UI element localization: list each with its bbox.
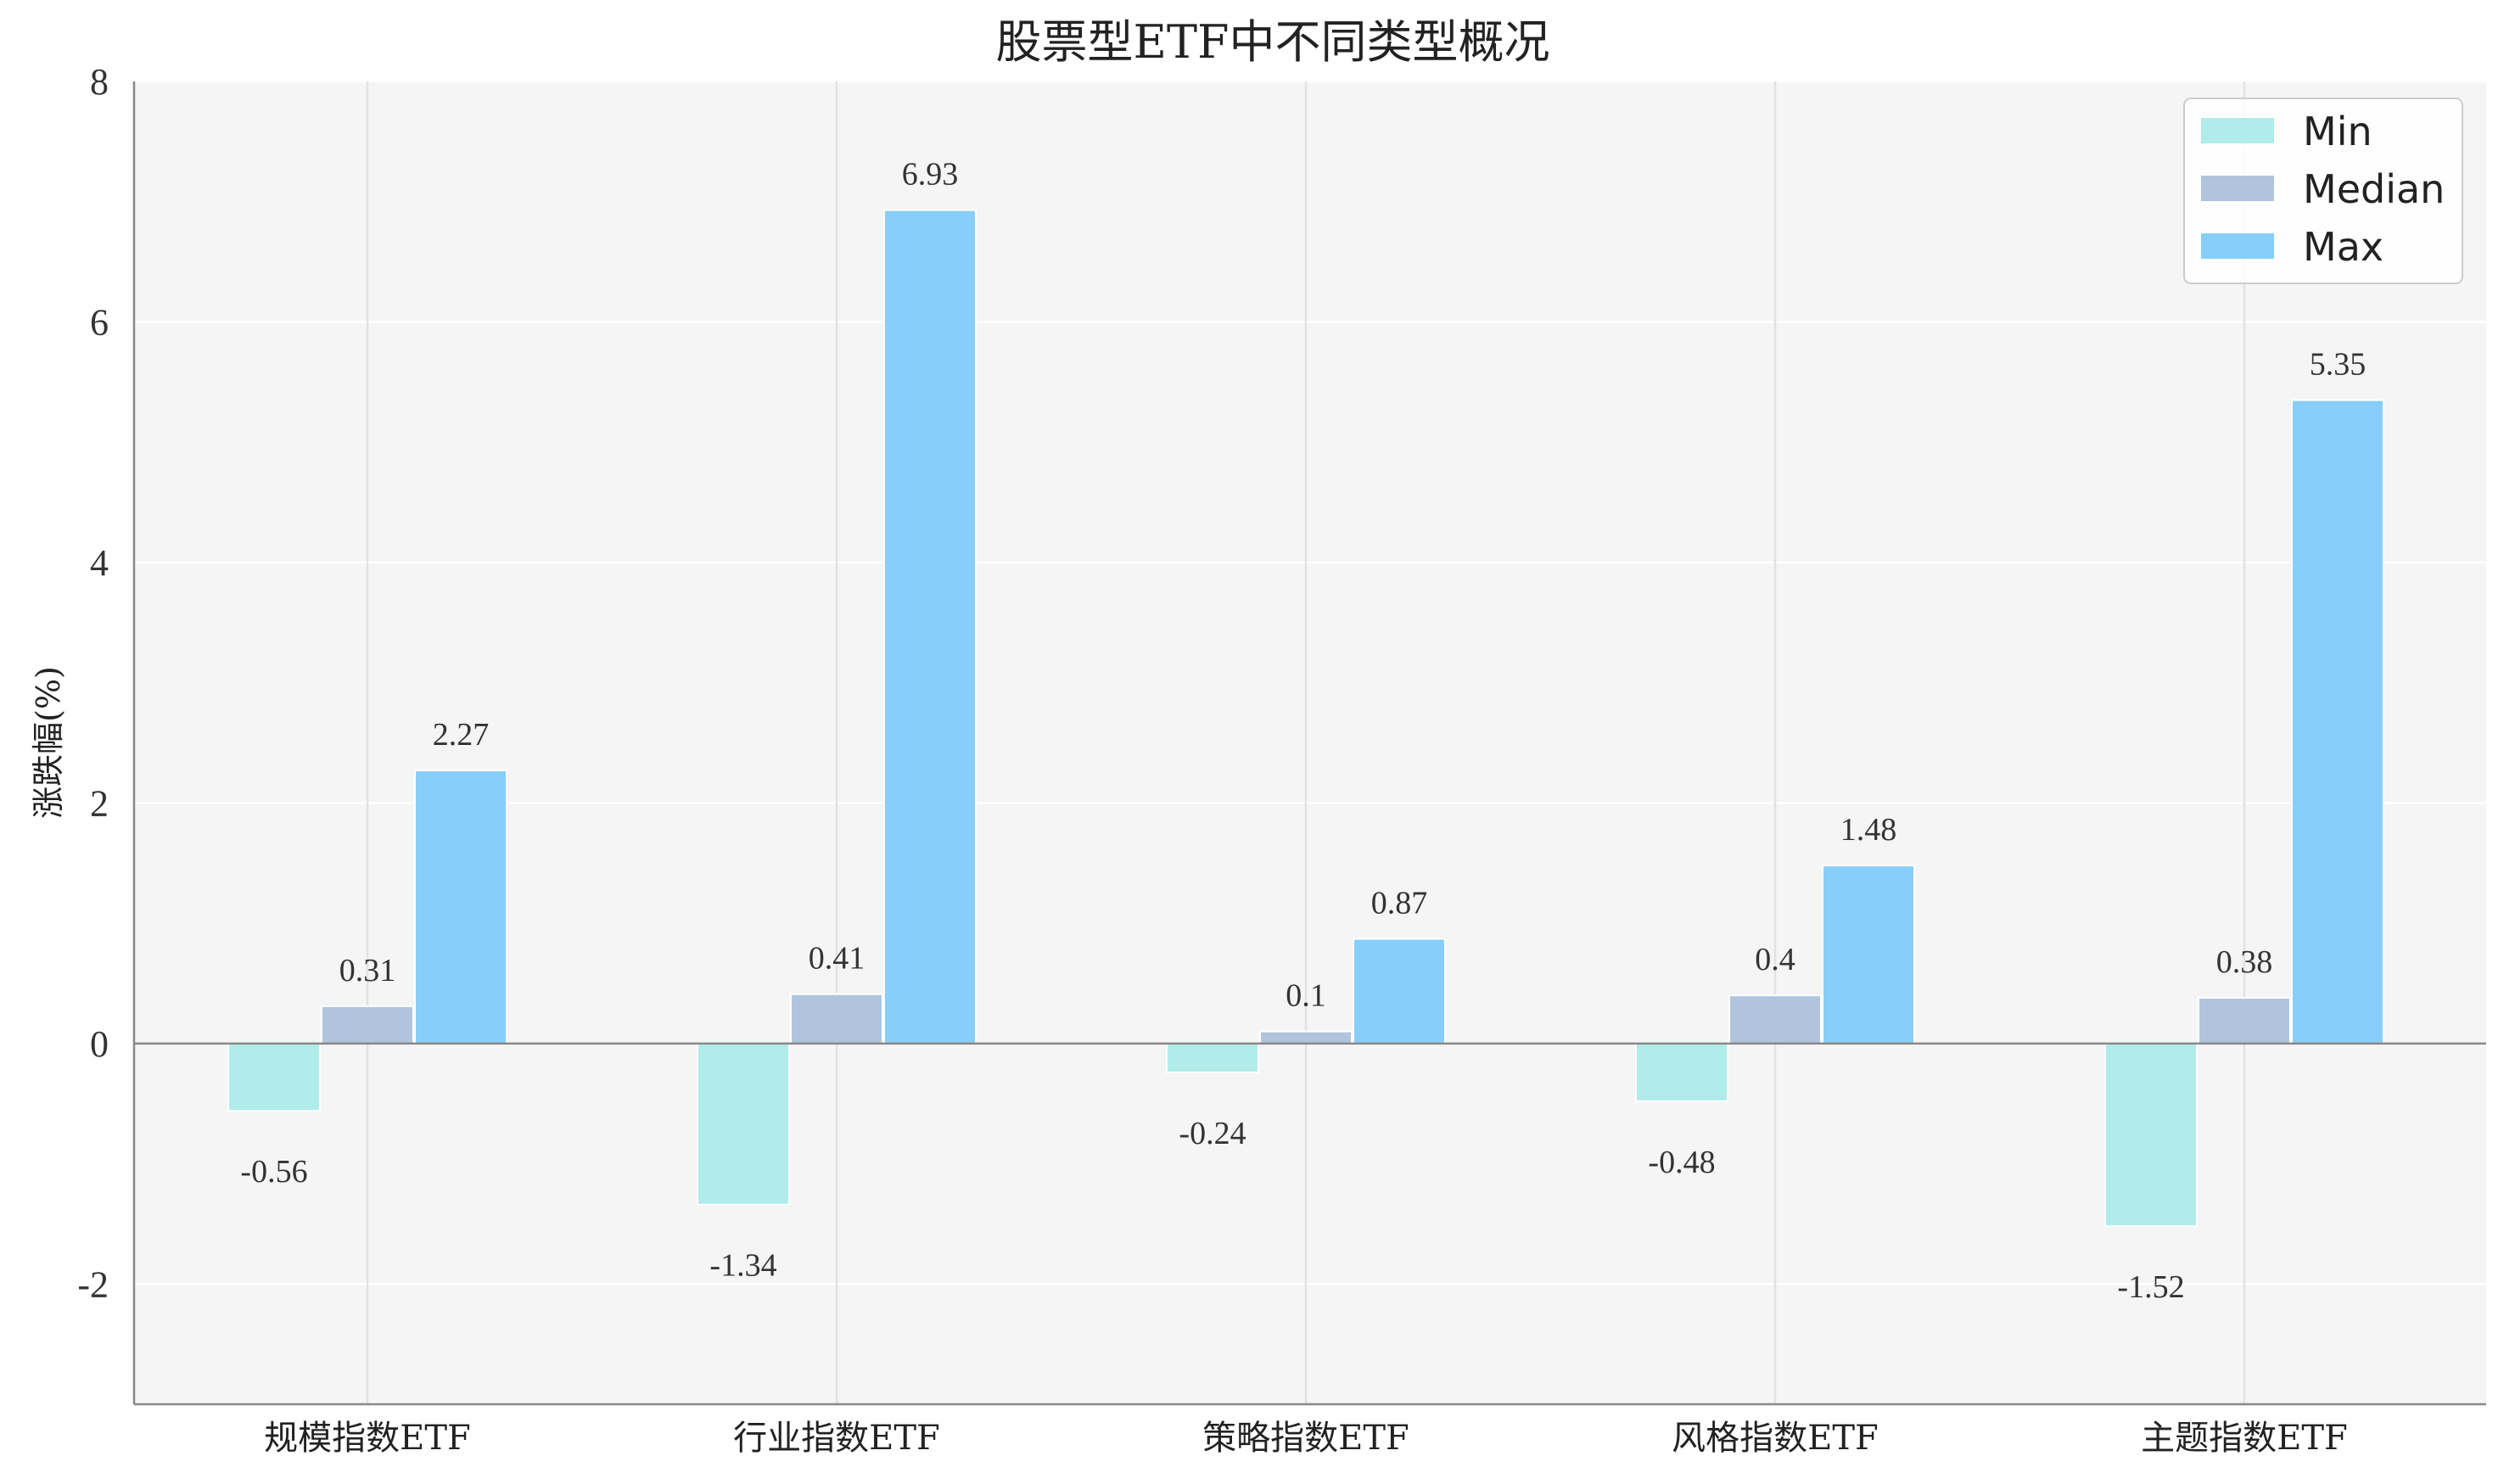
x-tick-label: 风格指数ETF [1672, 1419, 1879, 1458]
data-label-max: 2.27 [433, 717, 490, 753]
data-label-median: 0.38 [2216, 944, 2273, 980]
legend-label-median: Median [2303, 166, 2445, 212]
data-label-max: 5.35 [2310, 347, 2367, 383]
data-label-median: 0.4 [1755, 942, 1795, 977]
data-label-median: 0.41 [809, 941, 865, 977]
x-tick-label: 规模指数ETF [264, 1419, 471, 1458]
x-tick-label: 行业指数ETF [733, 1419, 940, 1458]
bar-min [227, 1042, 321, 1112]
data-label-median: 0.1 [1286, 978, 1326, 1014]
legend-swatch-min [2201, 118, 2274, 143]
y-tick-label: 4 [90, 542, 109, 584]
data-label-min: -1.52 [2117, 1269, 2184, 1305]
bars [227, 209, 2384, 1228]
y-tick-label: -2 [77, 1263, 109, 1305]
bar-min [1635, 1042, 1728, 1102]
legend-label-min: Min [2303, 109, 2372, 154]
bar-min [697, 1042, 790, 1206]
data-label-min: -0.56 [240, 1154, 307, 1190]
legend-swatch-median [2201, 176, 2274, 201]
bar-max [414, 770, 507, 1044]
data-label-max: 0.87 [1371, 886, 1428, 921]
y-tick-label: 2 [90, 782, 109, 824]
legend-label-max: Max [2303, 224, 2384, 270]
data-labels: -0.56 -1.34 -0.24 -0.48 -1.52 0.31 0.41 0.1 0.4 0… [240, 157, 2366, 1306]
data-label-max: 1.48 [1840, 812, 1897, 848]
data-label-max: 6.93 [902, 157, 959, 193]
data-label-min: -1.34 [709, 1248, 776, 1284]
y-tick-label: 6 [90, 301, 109, 343]
data-label-min: -0.48 [1648, 1145, 1715, 1180]
y-axis-label: 涨跌幅(%) [30, 666, 67, 819]
bar-median [321, 1005, 414, 1044]
bar-median [2198, 996, 2291, 1044]
data-label-median: 0.31 [339, 953, 396, 988]
axes [132, 81, 2486, 1406]
bar-max [1353, 938, 1446, 1044]
y-tick-label: 8 [90, 61, 109, 103]
x-tick-label: 主题指数ETF [2141, 1419, 2348, 1458]
legend-swatch-max [2201, 233, 2274, 259]
plot-background [134, 81, 2486, 1404]
bar-median [1259, 1030, 1353, 1044]
bar-min [2104, 1042, 2198, 1228]
bar-median [790, 993, 883, 1044]
x-tick-label: 策略指数ETF [1202, 1419, 1409, 1458]
bar-max [2291, 399, 2384, 1044]
legend: Min Median Max [2183, 98, 2463, 284]
bar-max [1822, 865, 1915, 1044]
bar-min [1166, 1042, 1259, 1073]
chart-title: 股票型ETF中不同类型概况 [996, 15, 1550, 69]
grid-lines [134, 80, 2486, 1404]
bar-median [1728, 994, 1822, 1044]
y-tick-label: 0 [90, 1023, 109, 1065]
y-tick-labels: -2 0 2 4 6 8 [77, 61, 109, 1305]
bar-max [883, 209, 977, 1044]
x-tick-labels: 规模指数ETF 行业指数ETF 策略指数ETF 风格指数ETF 主题指数ETF [264, 1419, 2348, 1458]
data-label-min: -0.24 [1179, 1116, 1246, 1151]
